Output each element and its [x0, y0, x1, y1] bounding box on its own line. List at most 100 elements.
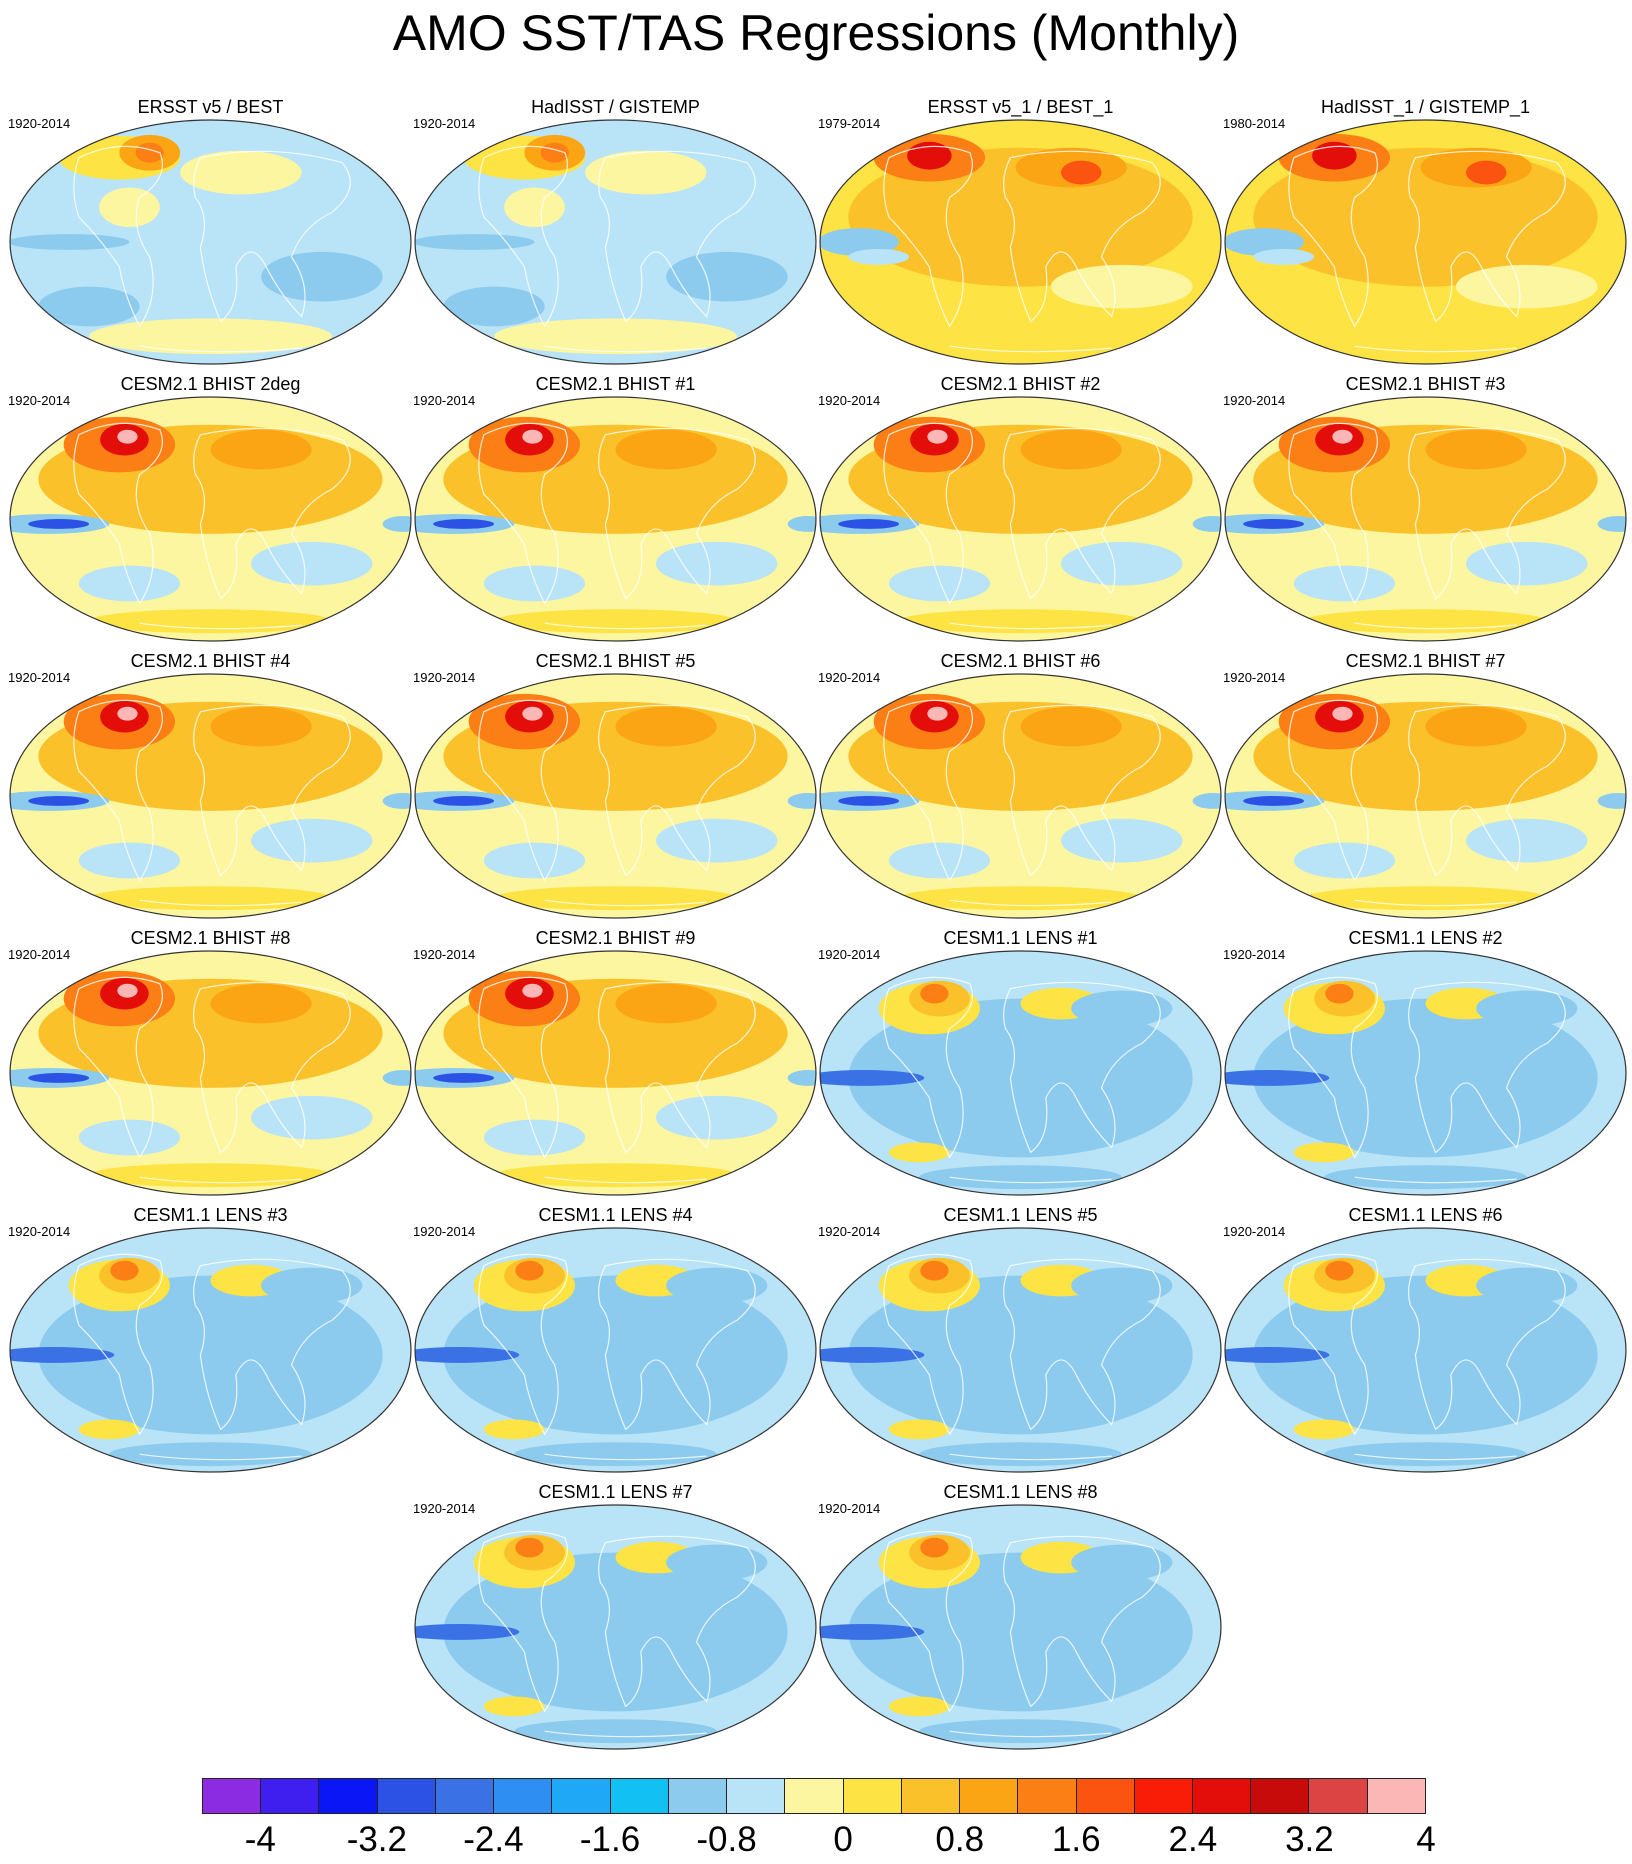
- colorbar-box: [203, 1779, 262, 1813]
- coastline-outline: [883, 145, 1161, 353]
- anomaly-contour-region: [78, 565, 181, 602]
- anomaly-contour-region: [1597, 793, 1626, 809]
- colorbar: [202, 1778, 1426, 1814]
- colorbar-tick-label: 0.8: [935, 1820, 985, 1859]
- anomaly-contour-region: [666, 1544, 768, 1581]
- anomaly-contour-region: [888, 1419, 950, 1440]
- panel-title: CESM2.1 BHIST #3: [1345, 374, 1506, 394]
- panel-title: CESM2.1 BHIST #5: [535, 651, 696, 671]
- anomaly-contour-region: [1425, 429, 1527, 470]
- coastline-outline: [883, 422, 1161, 630]
- anomaly-contour-region: [522, 983, 543, 998]
- colorbar-box: [377, 1779, 436, 1813]
- anomaly-contour-region: [1192, 793, 1221, 809]
- panel-title: CESM2.1 BHIST #4: [130, 651, 291, 671]
- panel-years-label: 1920-2014: [413, 670, 476, 685]
- anomaly-contour-region: [1324, 1442, 1527, 1467]
- map-projection-border: [9, 673, 412, 919]
- coastline-outline: [73, 699, 351, 907]
- panel-years-label: 1920-2014: [413, 1224, 476, 1239]
- panel-years-label: 1920-2014: [8, 947, 71, 962]
- map-projection-border: [819, 950, 1222, 1196]
- anomaly-contour-region: [1466, 818, 1588, 863]
- colorbar-tick-label: 0: [833, 1820, 853, 1859]
- panel-years-label: 1920-2014: [413, 116, 476, 131]
- coastline-outline: [73, 976, 351, 1184]
- map-projection-border: [1224, 1227, 1627, 1473]
- anomaly-contour-region: [382, 1070, 411, 1086]
- panel-title: CESM2.1 BHIST #7: [1345, 651, 1506, 671]
- map-panel: CESM1.1 LENS #4 1920-2014: [413, 1204, 818, 1474]
- anomaly-contour-region: [522, 706, 543, 721]
- panel-years-label: 1979-2014: [818, 116, 881, 131]
- map-projection-border: [9, 1227, 412, 1473]
- coastline-outline: [883, 699, 1161, 907]
- anomaly-contour-region: [210, 706, 312, 747]
- anomaly-contour-region: [483, 565, 586, 602]
- anomaly-contour-region: [251, 541, 373, 586]
- anomaly-contour-region: [78, 842, 181, 879]
- anomaly-contour-region: [927, 429, 948, 444]
- colorbar-tick-label: -3.2: [346, 1820, 407, 1859]
- colorbar-box: [1251, 1779, 1310, 1813]
- anomaly-contour-region: [1455, 264, 1598, 309]
- map-projection-border: [1224, 396, 1627, 642]
- anomaly-contour-region: [820, 1070, 925, 1086]
- panel-years-label: 1920-2014: [818, 947, 881, 962]
- anomaly-contour-region: [1293, 1419, 1355, 1440]
- map-projection-border: [1224, 950, 1627, 1196]
- anomaly-contour-region: [787, 1070, 816, 1086]
- anomaly-contour-region: [838, 796, 899, 806]
- coastline-outline: [1288, 422, 1566, 630]
- anomaly-contour-region: [28, 519, 89, 529]
- map-panel: HadISST_1 / GISTEMP_1 1980-2014: [1223, 96, 1628, 366]
- map-panel: CESM1.1 LENS #3 1920-2014: [8, 1204, 413, 1474]
- anomaly-contour-region: [1325, 1260, 1354, 1281]
- anomaly-contour-region: [888, 565, 991, 602]
- anomaly-contour-region: [888, 1142, 950, 1163]
- anomaly-contour-region: [110, 1260, 139, 1281]
- panel-title: CESM2.1 BHIST #6: [940, 651, 1101, 671]
- coastline-outline: [478, 145, 756, 353]
- map-panel: CESM2.1 BHIST #5 1920-2014: [413, 650, 818, 920]
- anomaly-contour-region: [1192, 516, 1221, 532]
- panel-title: HadISST_1 / GISTEMP_1: [1320, 97, 1531, 117]
- panel-years-label: 1920-2014: [8, 1224, 71, 1239]
- anomaly-contour-region: [1293, 1142, 1355, 1163]
- colorbar-box: [843, 1779, 902, 1813]
- anomaly-contour-region: [1466, 541, 1588, 586]
- panel-years-label: 1920-2014: [1223, 670, 1286, 685]
- anomaly-contour-region: [415, 234, 535, 250]
- anomaly-contour-region: [415, 1347, 520, 1363]
- panel-title: CESM2.1 BHIST #1: [535, 374, 696, 394]
- anomaly-contour-region: [919, 1165, 1122, 1190]
- regression-map: [414, 673, 817, 919]
- anomaly-contour-region: [28, 1073, 89, 1083]
- anomaly-contour-region: [261, 1267, 363, 1304]
- map-panel: CESM1.1 LENS #6 1920-2014: [1223, 1204, 1628, 1474]
- anomaly-contour-region: [483, 1419, 545, 1440]
- coastline-outline: [478, 976, 756, 1184]
- panel-title: ERSST v5_1 / BEST_1: [927, 97, 1114, 117]
- regression-map: [9, 396, 412, 642]
- map-panel: CESM2.1 BHIST #8 1920-2014: [8, 927, 413, 1197]
- anomaly-contour-region: [1020, 429, 1122, 470]
- map-panel: CESM1.1 LENS #2 1920-2014: [1223, 927, 1628, 1197]
- panel-years-label: 1920-2014: [818, 393, 881, 408]
- anomaly-contour-region: [117, 429, 138, 444]
- colorbar-box: [1367, 1779, 1425, 1813]
- anomaly-contour-region: [1225, 1347, 1330, 1363]
- anomaly-contour-region: [899, 330, 1142, 359]
- anomaly-contour-region: [443, 286, 545, 327]
- map-panel: CESM2.1 BHIST #7 1920-2014: [1223, 650, 1628, 920]
- anomaly-contour-region: [382, 793, 411, 809]
- anomaly-contour-region: [1050, 264, 1193, 309]
- anomaly-contour-region: [117, 706, 138, 721]
- colorbar-box: [1134, 1779, 1193, 1813]
- colorbar-tick-label: -2.4: [463, 1820, 524, 1859]
- panel-title: CESM2.1 BHIST #2: [940, 374, 1101, 394]
- coastline-outline: [478, 1530, 756, 1738]
- anomaly-contour-region: [1061, 160, 1102, 185]
- panel-years-label: 1920-2014: [8, 670, 71, 685]
